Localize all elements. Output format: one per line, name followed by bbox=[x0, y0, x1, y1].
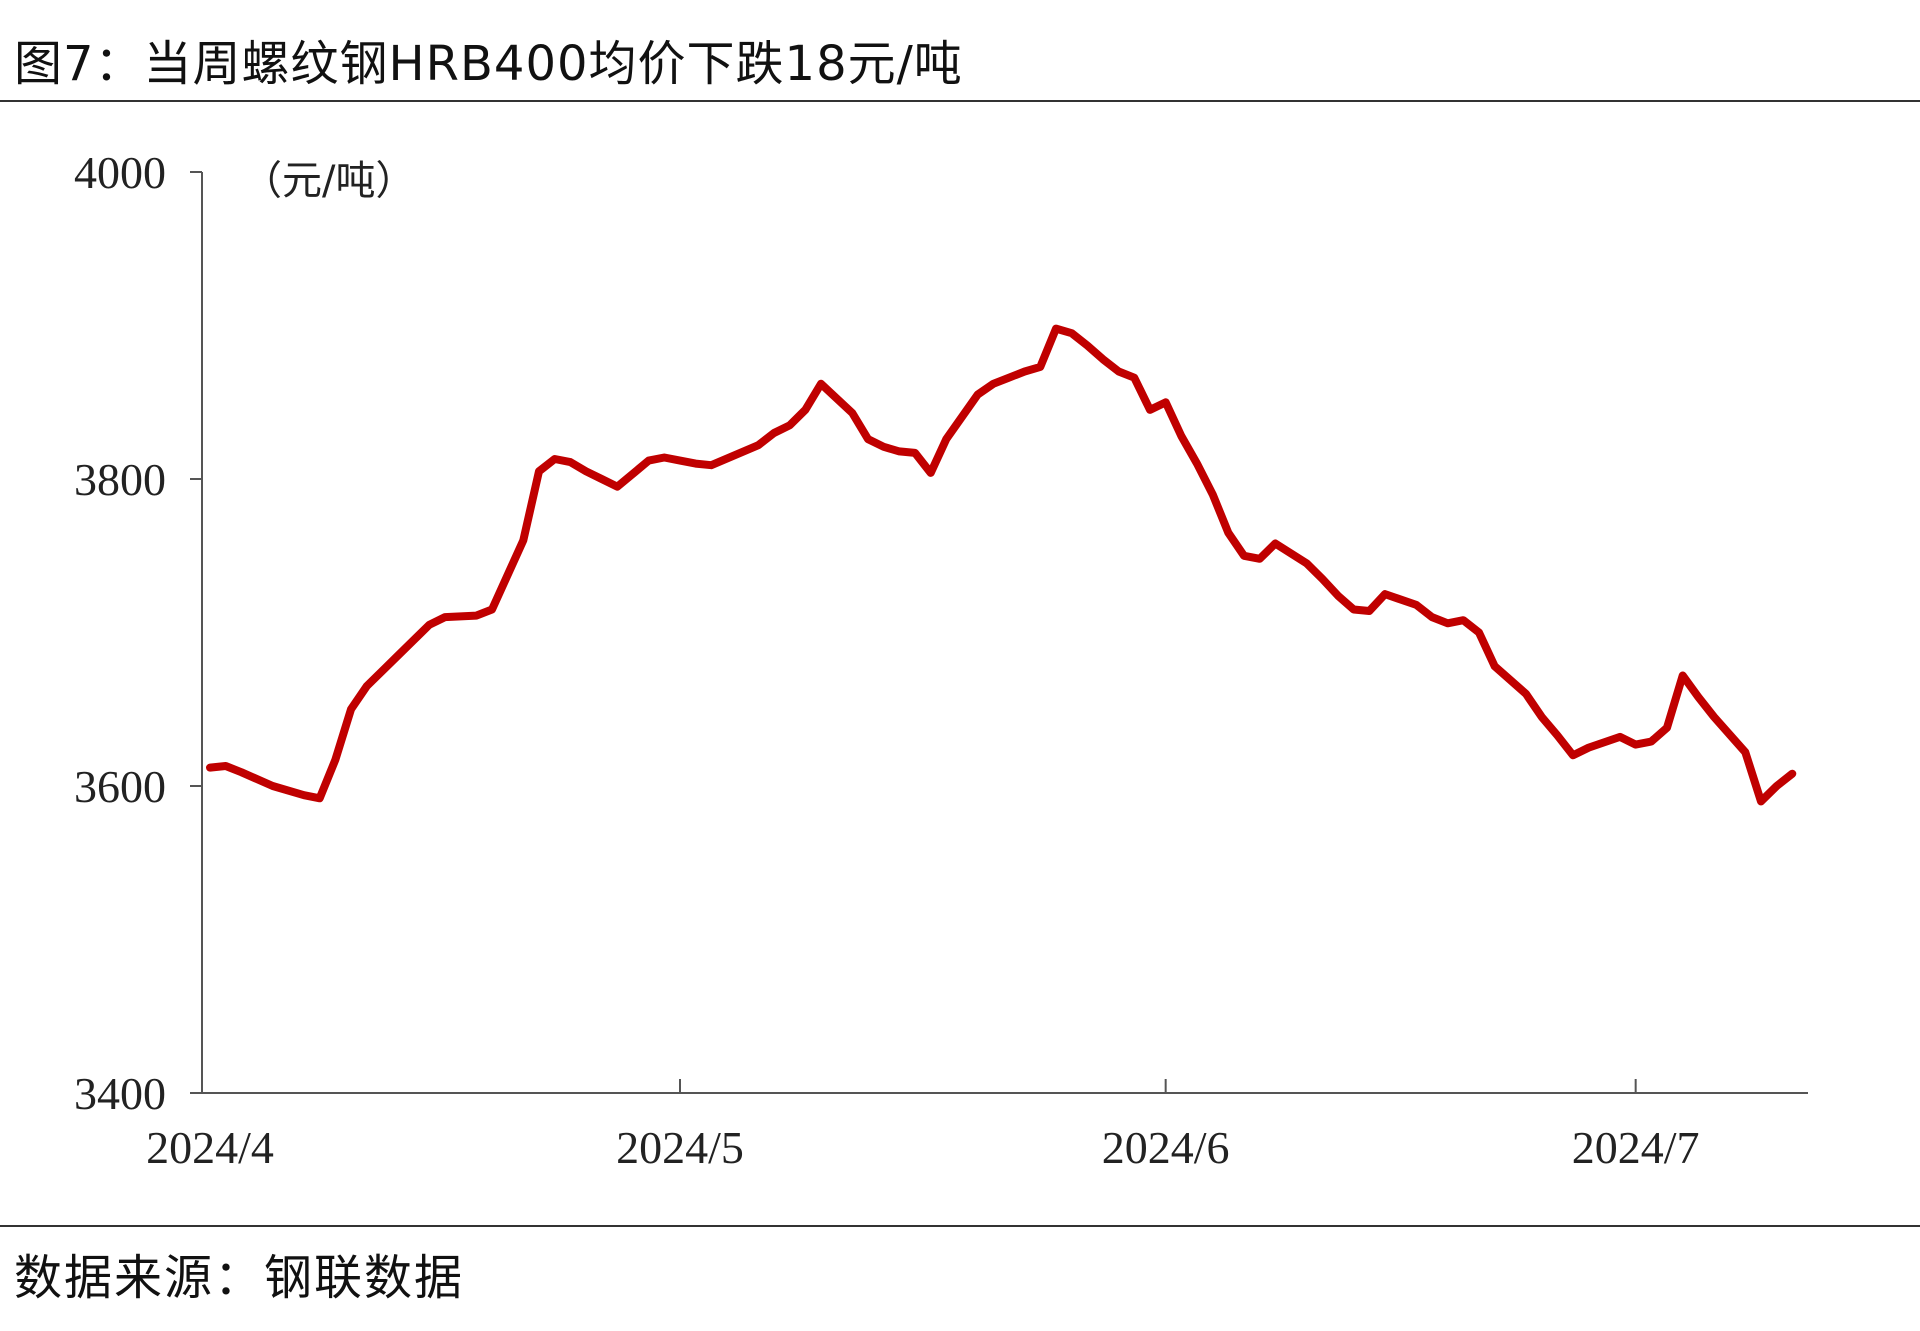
y-tick-label: 3600 bbox=[74, 761, 166, 812]
x-tick-label: 2024/5 bbox=[616, 1122, 744, 1173]
chart-axes bbox=[201, 172, 1808, 1094]
series-line-price bbox=[206, 324, 1797, 806]
y-unit-label: （元/吨） bbox=[242, 158, 415, 204]
y-tick-label: 3400 bbox=[74, 1068, 166, 1119]
y-tick-label: 3800 bbox=[74, 454, 166, 505]
x-tick-label: 2024/7 bbox=[1572, 1122, 1700, 1173]
y-tick-label: 4000 bbox=[74, 147, 166, 198]
top-divider bbox=[0, 100, 1920, 102]
figure-title: 图7：当周螺纹钢HRB400均价下跌18元/吨 bbox=[14, 36, 963, 92]
x-tick-label: 2024/4 bbox=[146, 1122, 274, 1173]
bottom-divider bbox=[0, 1225, 1920, 1227]
data-source-note: 数据来源：钢联数据 bbox=[14, 1250, 465, 1306]
chart-ticks: 3400 3600 3800 4000 2024/4 2024/5 2024/6 2024/7 bbox=[74, 147, 1700, 1173]
x-tick-label: 2024/6 bbox=[1102, 1122, 1230, 1173]
